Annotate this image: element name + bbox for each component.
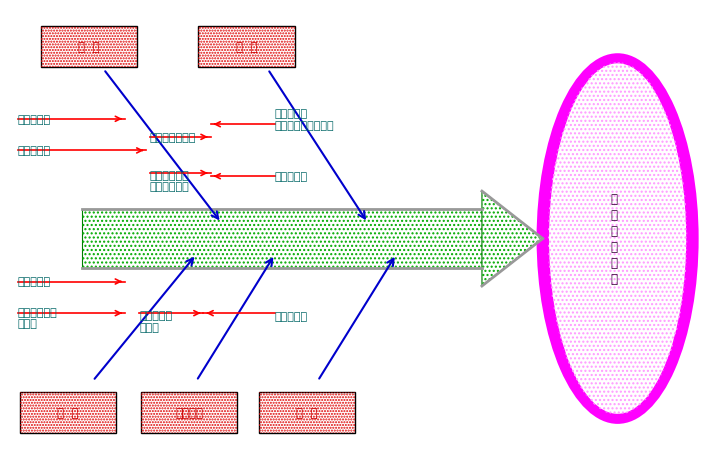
Text: 机  械: 机 械 — [236, 41, 257, 54]
Text: 质量意识差，
分工不明确工: 质量意识差， 分工不明确工 — [150, 170, 190, 192]
Ellipse shape — [548, 63, 687, 415]
Text: 操作不认真: 操作不认真 — [18, 146, 51, 156]
Text: 运输车太少
堵泵管、间隔时间长: 运输车太少 堵泵管、间隔时间长 — [275, 109, 335, 130]
Text: 混凝土离析: 混凝土离析 — [18, 277, 51, 287]
Text: 洞内温差大: 洞内温差大 — [275, 312, 308, 322]
Text: 工作责任心不强: 工作责任心不强 — [150, 133, 196, 143]
FancyBboxPatch shape — [258, 392, 355, 433]
FancyBboxPatch shape — [19, 392, 116, 433]
Text: 操作经验少: 操作经验少 — [18, 115, 51, 124]
Text: 工艺方法: 工艺方法 — [175, 406, 203, 419]
Text: 人  员: 人 员 — [79, 41, 100, 54]
Text: 材  料: 材 料 — [57, 406, 79, 419]
Text: 混凝土原材大
石块多: 混凝土原材大 石块多 — [18, 307, 58, 329]
Polygon shape — [82, 210, 482, 268]
FancyBboxPatch shape — [41, 27, 137, 68]
Text: 环  境: 环 境 — [296, 406, 318, 419]
Polygon shape — [482, 192, 543, 286]
Ellipse shape — [537, 54, 698, 424]
Text: 细
部
处
理
不
当: 细 部 处 理 不 当 — [610, 193, 618, 285]
Text: 施工缝明显: 施工缝明显 — [275, 172, 308, 182]
Text: 止水带安放
不合适: 止水带安放 不合适 — [139, 310, 172, 332]
FancyBboxPatch shape — [198, 27, 294, 68]
FancyBboxPatch shape — [141, 392, 237, 433]
